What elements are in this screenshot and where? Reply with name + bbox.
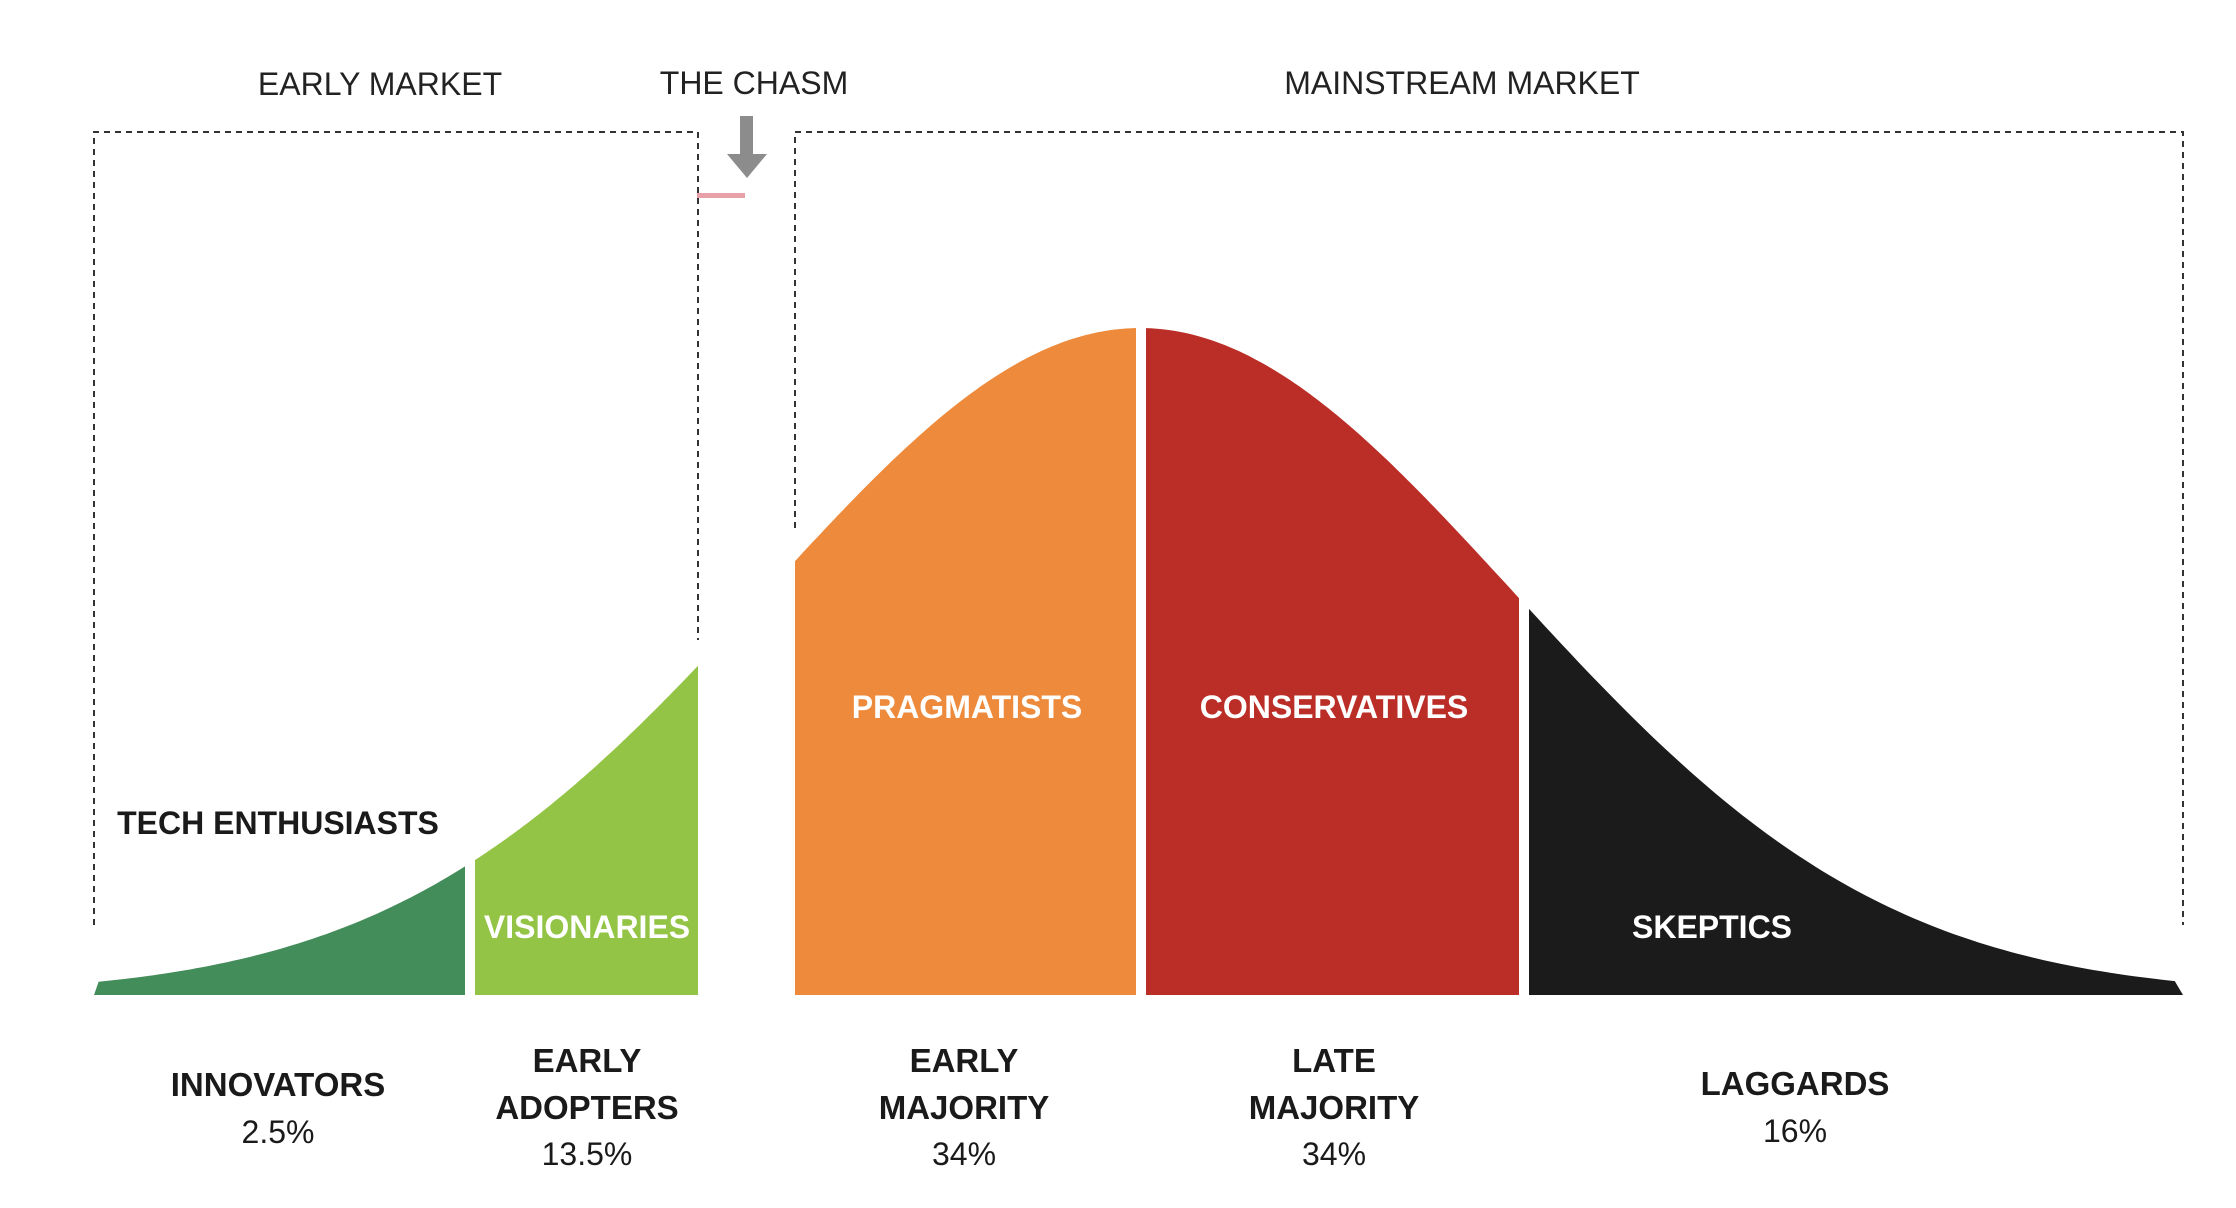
early-market-bracket: [93, 131, 699, 925]
laggards-percent: 16%: [1763, 1113, 1827, 1149]
innovators-segment: [94, 866, 465, 995]
early-adopters-percent: 13.5%: [542, 1136, 633, 1172]
pragmatists-label: PRAGMATISTS: [852, 689, 1083, 725]
early-majority-name-line2: MAJORITY: [879, 1089, 1050, 1126]
chasm-arrow-icon: [727, 116, 767, 178]
innovators-name: INNOVATORS: [171, 1066, 386, 1103]
chasm-marker: [697, 193, 745, 198]
late-majority-segment: [1146, 328, 1519, 996]
chasm-label: THE CHASM: [660, 65, 848, 101]
late-majority-name-line2: MAJORITY: [1249, 1089, 1420, 1126]
early-majority-segment: [795, 328, 1136, 995]
early-adopters-segment: [475, 665, 698, 995]
tech-enthusiasts-label: TECH ENTHUSIASTS: [117, 805, 439, 841]
laggards-segment: [1529, 608, 2183, 995]
early-adopters-name-line1: EARLY: [533, 1042, 642, 1079]
innovators-percent: 2.5%: [242, 1114, 315, 1150]
late-majority-name-line1: LATE: [1292, 1042, 1376, 1079]
mainstream-market-label: MAINSTREAM MARKET: [1284, 65, 1640, 101]
skeptics-label: SKEPTICS: [1632, 909, 1792, 945]
mainstream-market-bracket: [794, 131, 2184, 925]
early-market-label: EARLY MARKET: [258, 66, 502, 102]
early-adopters-name-line2: ADOPTERS: [495, 1089, 678, 1126]
visionaries-label: VISIONARIES: [484, 909, 690, 945]
early-majority-name-line1: EARLY: [910, 1042, 1019, 1079]
early-majority-percent: 34%: [932, 1136, 996, 1172]
conservatives-label: CONSERVATIVES: [1200, 689, 1469, 725]
laggards-name: LAGGARDS: [1701, 1065, 1890, 1102]
late-majority-percent: 34%: [1302, 1136, 1366, 1172]
